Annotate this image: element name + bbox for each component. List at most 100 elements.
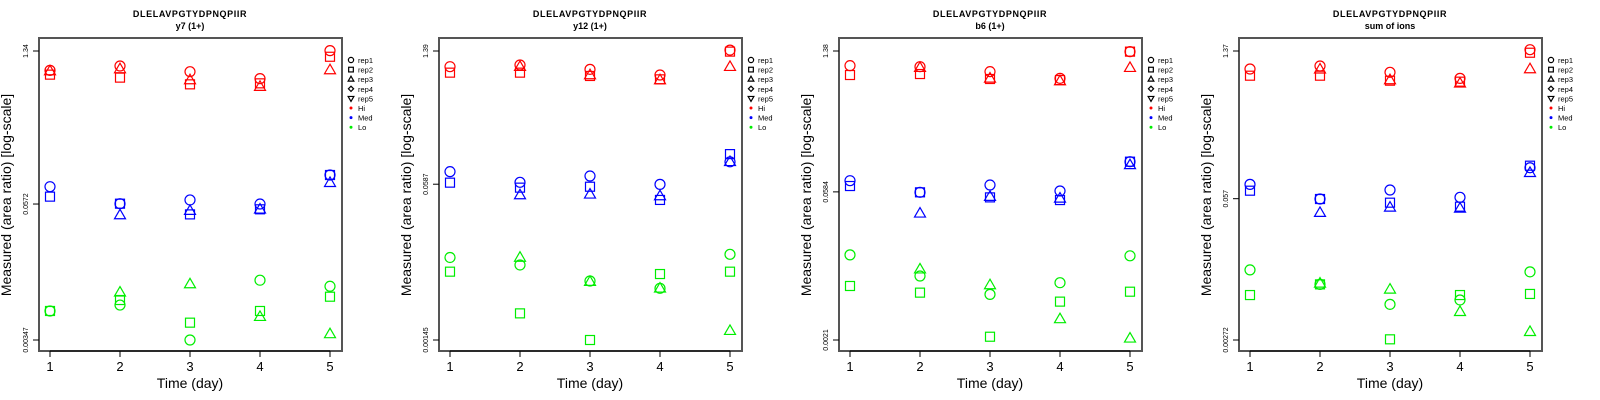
data-point-lo-rep1 xyxy=(1524,266,1536,278)
data-point-hi-rep1 xyxy=(844,60,856,72)
chart-panel-2: DLELAVPGTYDPNQPIIR y12 (1+) 1 2 3 4 5 Time (day… xyxy=(400,9,773,391)
data-point-hi-rep3 xyxy=(113,62,127,74)
data-point-med-rep3 xyxy=(253,202,267,214)
data-point-hi-rep1 xyxy=(584,63,596,75)
x-tick-label: 2 xyxy=(916,359,923,374)
legend-label-rep3: rep3 xyxy=(1158,75,1173,84)
data-point-lo-rep2 xyxy=(514,308,526,319)
data-point-lo-rep1 xyxy=(724,248,736,260)
legend-symbol-rep5-icon xyxy=(747,95,755,103)
data-point-hi-rep1 xyxy=(184,66,196,78)
data-point-med-rep1 xyxy=(1054,185,1066,197)
legend-dot-hi-icon xyxy=(749,106,753,110)
legend-label-rep5: rep5 xyxy=(758,94,773,103)
data-point-med-rep1 xyxy=(324,169,336,181)
data-point-hi-rep2 xyxy=(1384,75,1396,86)
data-point-lo-rep2 xyxy=(324,291,336,302)
data-point-med-rep3 xyxy=(583,187,597,199)
legend-symbol-rep1-icon xyxy=(747,56,755,64)
legend-symbol-rep2-icon xyxy=(1148,66,1154,73)
data-point-med-rep1 xyxy=(1244,178,1256,190)
data-point-med-rep2 xyxy=(724,149,736,160)
y-tick-label: 0.00272 xyxy=(1223,327,1230,352)
x-tick-label: 4 xyxy=(1056,359,1063,374)
legend-label-rep3: rep3 xyxy=(758,75,773,84)
data-point-hi-rep2 xyxy=(1314,70,1326,81)
data-point-lo-rep2 xyxy=(1124,286,1136,297)
chart-subtitle: sum of ions xyxy=(1365,21,1416,31)
chart-subtitle: y7 (1+) xyxy=(176,21,205,31)
x-tick-label: 2 xyxy=(1316,359,1323,374)
legend-label-rep4: rep4 xyxy=(1558,85,1573,94)
data-point-hi-rep2 xyxy=(844,69,856,81)
data-point-med-rep3 xyxy=(513,188,527,200)
data-point-lo-rep1 xyxy=(1384,298,1396,310)
data-point-med-rep2 xyxy=(1384,197,1396,208)
y-tick-label: 0.00347 xyxy=(23,327,30,352)
data-point-hi-rep3 xyxy=(1383,73,1397,85)
legend-label-lo: Lo xyxy=(358,123,366,132)
data-point-hi-rep3 xyxy=(43,64,57,76)
legend-label-rep4: rep4 xyxy=(358,85,373,94)
data-point-lo-rep1 xyxy=(984,288,996,300)
x-tick-label: 3 xyxy=(986,359,993,374)
y-tick-label: 0.00145 xyxy=(423,327,430,352)
data-point-hi-rep3 xyxy=(913,60,927,73)
chart-title: DLELAVPGTYDPNQPIIR xyxy=(533,9,647,19)
data-point-med-rep3 xyxy=(1053,191,1067,203)
legend-symbol-rep4-icon xyxy=(347,85,355,93)
legend-label-rep2: rep2 xyxy=(358,66,373,75)
legend-label-lo: Lo xyxy=(1158,123,1166,132)
data-point-med-rep2 xyxy=(914,187,926,198)
data-point-med-rep1 xyxy=(914,186,926,198)
data-point-med-rep2 xyxy=(1124,156,1136,167)
data-point-med-rep3 xyxy=(1123,157,1137,170)
data-point-med-rep1 xyxy=(584,170,596,182)
legend-symbol-rep5-icon xyxy=(1547,95,1555,103)
data-point-lo-rep2 xyxy=(654,268,666,280)
x-axis-label: Time (day) xyxy=(1357,375,1423,391)
data-point-lo-rep3 xyxy=(583,274,597,286)
data-point-med-rep1 xyxy=(844,175,856,187)
data-point-lo-rep3 xyxy=(113,285,127,297)
data-point-med-rep3 xyxy=(983,189,997,201)
data-point-hi-rep3 xyxy=(1313,62,1327,74)
x-axis-label: Time (day) xyxy=(557,375,623,391)
x-tick-label: 3 xyxy=(586,359,593,374)
legend-symbol-rep1-icon xyxy=(347,56,355,64)
data-point-med-rep2 xyxy=(324,169,336,181)
data-point-hi-rep3 xyxy=(1053,74,1067,86)
data-point-hi-rep3 xyxy=(723,59,737,72)
data-point-hi-rep2 xyxy=(914,68,926,80)
legend-label-hi: Hi xyxy=(1558,104,1565,113)
legend-symbol-rep3-icon xyxy=(1147,75,1155,82)
legend-label-rep2: rep2 xyxy=(1558,66,1573,75)
chart-title: DLELAVPGTYDPNQPIIR xyxy=(1333,9,1447,19)
y-tick-label: 0.0587 xyxy=(423,173,430,195)
x-tick-label: 1 xyxy=(1246,359,1253,374)
x-tick-label: 1 xyxy=(446,359,453,374)
data-point-med-rep1 xyxy=(654,178,666,190)
x-tick-label: 2 xyxy=(116,359,123,374)
x-tick-label: 1 xyxy=(46,359,53,374)
data-point-med-rep3 xyxy=(1523,165,1537,178)
x-tick-label: 1 xyxy=(846,359,853,374)
legend-label-hi: Hi xyxy=(758,104,765,113)
legend-label-rep5: rep5 xyxy=(1158,94,1173,103)
data-point-hi-rep1 xyxy=(1524,44,1536,56)
plot-area-frame xyxy=(438,37,743,352)
legend-symbol-rep2-icon xyxy=(348,66,354,73)
data-point-lo-rep3 xyxy=(1523,324,1537,337)
data-point-hi-rep2 xyxy=(444,67,456,78)
data-point-hi-rep3 xyxy=(583,68,597,80)
legend-symbol-rep3-icon xyxy=(747,75,755,82)
data-point-lo-rep1 xyxy=(324,280,336,292)
y-tick-label: 1.38 xyxy=(823,44,830,58)
data-point-hi-rep2 xyxy=(724,46,736,57)
x-axis-label: Time (day) xyxy=(157,375,223,391)
data-point-hi-rep3 xyxy=(653,73,667,85)
data-point-hi-rep1 xyxy=(984,66,996,78)
legend-label-rep3: rep3 xyxy=(1558,75,1573,84)
data-point-med-rep1 xyxy=(114,198,126,210)
data-point-lo-rep2 xyxy=(1384,334,1396,345)
